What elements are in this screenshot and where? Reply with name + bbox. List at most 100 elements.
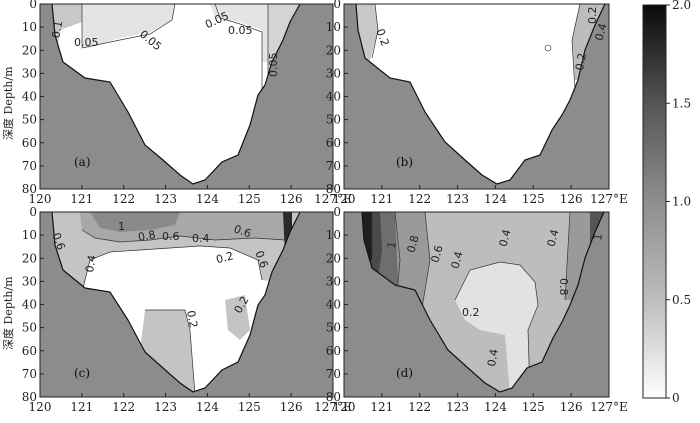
panel-c-contour-label: 0.4 [83, 254, 99, 273]
panel-d: 1 0.8 0.6 0.4 0.4 0.4 0.8 1 0.2 0.4 (d) [343, 211, 610, 398]
y-axis-title-top: 深度 Depth/m [1, 66, 15, 140]
panel-a-land [40, 4, 333, 189]
y-tick-label: 70 [326, 159, 341, 173]
panel-d-contour-label: 0.8 [405, 234, 422, 254]
y-tick-label: 30 [326, 274, 341, 288]
y-tick-label: 80 [22, 390, 37, 404]
colorbar-tick-label: 2.0 [672, 0, 691, 12]
y-tick-label: 50 [22, 113, 37, 127]
y-tick-label: 20 [22, 251, 37, 265]
y-tick-label: 60 [326, 136, 341, 150]
y-tick-label: 80 [22, 182, 37, 196]
panel-c-contour-label: 0.6 [162, 230, 180, 243]
panel-d-label: (d) [396, 366, 413, 380]
panel-b: 0.2 0.2 0.4 0.2 (b) [343, 3, 610, 190]
panel-c-contour-label: 1 [118, 220, 125, 233]
x-tick-label: 122 [112, 400, 135, 414]
x-tick-label: 122 [408, 400, 431, 414]
x-tick-label: 121 [370, 400, 393, 414]
y-tick-label: 50 [326, 113, 341, 127]
colorbar: 2.0 1.5 1.0 0.5 0 [642, 0, 691, 405]
y-tick-label: 30 [22, 274, 37, 288]
x-tick-label: 125 [238, 400, 261, 414]
x-tick-label: 124 [484, 192, 507, 206]
x-tick-label: 126 [280, 192, 303, 206]
colorbar-tick-label: 0 [672, 391, 680, 405]
y-tick-label: 0 [29, 205, 37, 219]
x-tick-label: 122 [408, 192, 431, 206]
x-tick-label: 126 [280, 400, 303, 414]
x-tick-label: 125 [238, 192, 261, 206]
y-tick-label: 80 [326, 182, 341, 196]
panel-c-contour-label: 0.6 [49, 231, 67, 252]
colorbar-ramp [642, 4, 667, 399]
y-tick-label: 20 [22, 43, 37, 57]
panel-a: 0.1 0.05 0.05 0.05 0.05 0.05 (a) [39, 3, 334, 190]
y-tick-label: 60 [22, 344, 37, 358]
x-tick-label: 121 [70, 192, 93, 206]
panel-a-label: (a) [74, 155, 91, 169]
panel-d-contour-label: 0.4 [497, 228, 514, 248]
x-tick-label: 125 [522, 192, 545, 206]
y-tick-label: 20 [326, 43, 341, 57]
panel-d-contour-label: 1 [385, 240, 399, 249]
x-tick-label: 123 [446, 400, 469, 414]
x-tick-label: 120 [333, 400, 356, 414]
y-tick-label: 60 [326, 344, 341, 358]
panel-a-contour-label: 0.05 [74, 36, 99, 49]
x-tick-label: 125 [522, 400, 545, 414]
y-tick-label: 10 [22, 228, 37, 242]
colorbar-ticks: 2.0 1.5 1.0 0.5 0 [666, 0, 691, 405]
x-tick-label: 123 [446, 192, 469, 206]
x-tick-label: 126 [560, 400, 583, 414]
panel-c-label: (c) [74, 366, 90, 380]
y-tick-label: 50 [22, 321, 37, 335]
x-tick-label: 127°E [314, 192, 352, 206]
y-tick-label: 40 [22, 298, 37, 312]
y-axis-title-bottom: 深度 Depth/m [1, 276, 15, 350]
x-tick-label: 127°E [590, 400, 628, 414]
panel-d-contour-label: 0.4 [485, 348, 501, 367]
panel-a-contour-label: 0.1 [49, 20, 65, 39]
y-tick-label: 70 [22, 159, 37, 173]
panel-c-contour-label: 0.4 [192, 232, 210, 245]
axes: 120 121 122 123 124 125 126 127°E01020304050607… [22, 0, 628, 414]
panel-d-land [344, 212, 609, 397]
panel-c-contour-label: 0.6 [232, 222, 253, 240]
x-tick-label: 120 [333, 192, 356, 206]
colorbar-tick-label: 1.5 [672, 96, 691, 110]
panel-d-contour-label: 0.8 [557, 278, 570, 296]
x-tick-label: 122 [112, 192, 135, 206]
panel-c-land [40, 212, 333, 397]
panel-d-contour-label: 0.2 [462, 306, 480, 319]
y-tick-label: 10 [22, 20, 37, 34]
panel-c: 1 0.8 0.6 0.4 0.6 0.6 0.4 0.2 0.6 0.2 0.… [39, 211, 334, 398]
y-tick-label: 0 [29, 0, 37, 11]
y-tick-label: 30 [326, 66, 341, 80]
panel-c-contour-label: 0.2 [215, 249, 235, 266]
panel-d-contour-label: 0.6 [429, 244, 446, 264]
panel-b-land [344, 4, 609, 189]
y-tick-label: 40 [326, 90, 341, 104]
x-tick-label: 124 [484, 400, 507, 414]
panel-c-contour-label: 0.2 [184, 309, 200, 328]
x-tick-label: 120 [29, 192, 52, 206]
y-tick-label: 50 [326, 321, 341, 335]
panel-b-contour-label: 0.2 [373, 27, 391, 48]
y-tick-label: 0 [333, 0, 341, 11]
panel-a-contour-label: 0.05 [228, 24, 253, 37]
panel-b-contour-label: 0.2 [586, 7, 599, 25]
x-tick-label: 121 [370, 192, 393, 206]
panel-c-contour-label: 0.6 [252, 249, 270, 270]
y-tick-label: 30 [22, 66, 37, 80]
y-tick-label: 20 [326, 251, 341, 265]
panel-d-contour-label: 1 [591, 232, 605, 241]
x-tick-label: 124 [196, 192, 219, 206]
y-tick-label: 40 [326, 298, 341, 312]
x-tick-label: 120 [29, 400, 52, 414]
panel-a-contour-label: 0.05 [267, 53, 280, 78]
y-tick-label: 10 [326, 20, 341, 34]
x-tick-label: 127°E [314, 400, 352, 414]
y-tick-label: 60 [22, 136, 37, 150]
panel-b-contour-label: 0.4 [593, 22, 610, 42]
